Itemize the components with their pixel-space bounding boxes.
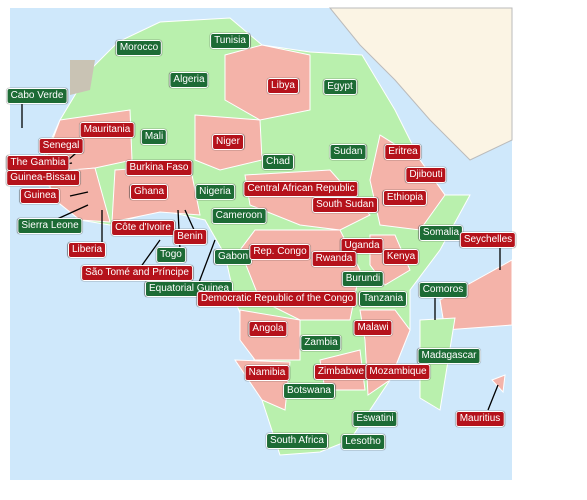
country-label: Uganda [340, 238, 384, 254]
country-label: Burundi [341, 271, 385, 287]
country-label: The Gambia [6, 155, 70, 171]
country-label: Burkina Faso [125, 160, 193, 176]
country-label: Comoros [418, 282, 468, 298]
country-label: Rep. Congo [249, 244, 311, 260]
country-label: Somalia [418, 225, 464, 241]
country-label: Algeria [169, 72, 209, 88]
country-label: Lesotho [341, 434, 385, 450]
country-label: Egypt [323, 79, 357, 95]
country-label: Madagascar [417, 348, 481, 364]
country-label: Angola [248, 321, 288, 337]
country-label: Eswatini [352, 411, 398, 427]
western-sahara [70, 60, 95, 95]
country-label: Tunisia [210, 33, 250, 49]
country-label: Malawi [353, 320, 393, 336]
country-label: Mauritius [455, 411, 505, 427]
country-label: Rwanda [311, 251, 357, 267]
country-label: Tanzania [358, 291, 408, 307]
country-label: Djibouti [405, 167, 447, 183]
country-label: Cameroon [211, 208, 267, 224]
country-label: Senegal [38, 138, 84, 154]
country-label: Sudan [329, 144, 367, 160]
country-label: Gabon [213, 249, 253, 265]
country-label: Kenya [382, 249, 420, 265]
country-label: Niger [212, 134, 244, 150]
country-label: Ghana [129, 184, 169, 200]
country-label: Chad [262, 154, 294, 170]
country-label: Democratic Republic of the Congo [196, 291, 358, 307]
country-label: Botswana [283, 383, 335, 399]
country-label: Mozambique [365, 364, 431, 380]
country-label: Liberia [67, 242, 107, 258]
country-label: Nigeria [195, 184, 235, 200]
country-label: Sierra Leone [17, 218, 83, 234]
pointer-arrows [21, 104, 501, 411]
arabia [328, 7, 513, 161]
country-label: Ethiopia [382, 190, 428, 206]
country-label: Côte d'Ivoire [111, 220, 175, 236]
country-label: Benin [173, 229, 207, 245]
country-label: Guinea-Bissau [6, 170, 80, 186]
country-label: Zambia [300, 335, 342, 351]
country-label: Mauritania [79, 122, 135, 138]
country-label: Morocco [115, 40, 163, 56]
country-label: South Africa [266, 433, 328, 449]
country-label: Guinea [19, 188, 61, 204]
country-label: Mali [140, 129, 168, 145]
country-label: South Sudan [312, 197, 378, 213]
country-label: Namibia [244, 365, 290, 381]
country-label: Eritrea [384, 144, 422, 160]
country-label: Central African Republic [243, 181, 359, 197]
country-label: São Tomé and Príncipe [81, 265, 193, 281]
country-label: Seychelles [459, 232, 517, 248]
country-label: Zimbabwe [313, 364, 369, 380]
country-label: Togo [156, 247, 186, 263]
country-label: Cabo Verde [6, 88, 68, 104]
country-label: Libya [267, 78, 299, 94]
